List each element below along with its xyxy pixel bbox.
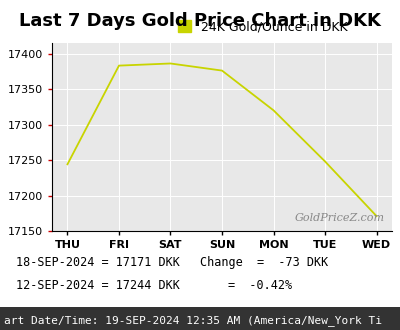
Text: =  -0.42%: = -0.42% (228, 279, 292, 292)
Legend: 24K Gold/Ounce in DKK: 24K Gold/Ounce in DKK (173, 15, 352, 38)
Text: 18-SEP-2024 = 17171 DKK: 18-SEP-2024 = 17171 DKK (16, 256, 180, 269)
Text: Last 7 Days Gold Price Chart in DKK: Last 7 Days Gold Price Chart in DKK (19, 12, 381, 30)
Text: Change  =  -73 DKK: Change = -73 DKK (200, 256, 328, 269)
Text: GoldPriceZ.com: GoldPriceZ.com (295, 214, 385, 223)
Text: art Date/Time: 19-SEP-2024 12:35 AM (America/New_York Ti: art Date/Time: 19-SEP-2024 12:35 AM (Ame… (4, 315, 382, 326)
Text: 12-SEP-2024 = 17244 DKK: 12-SEP-2024 = 17244 DKK (16, 279, 180, 292)
